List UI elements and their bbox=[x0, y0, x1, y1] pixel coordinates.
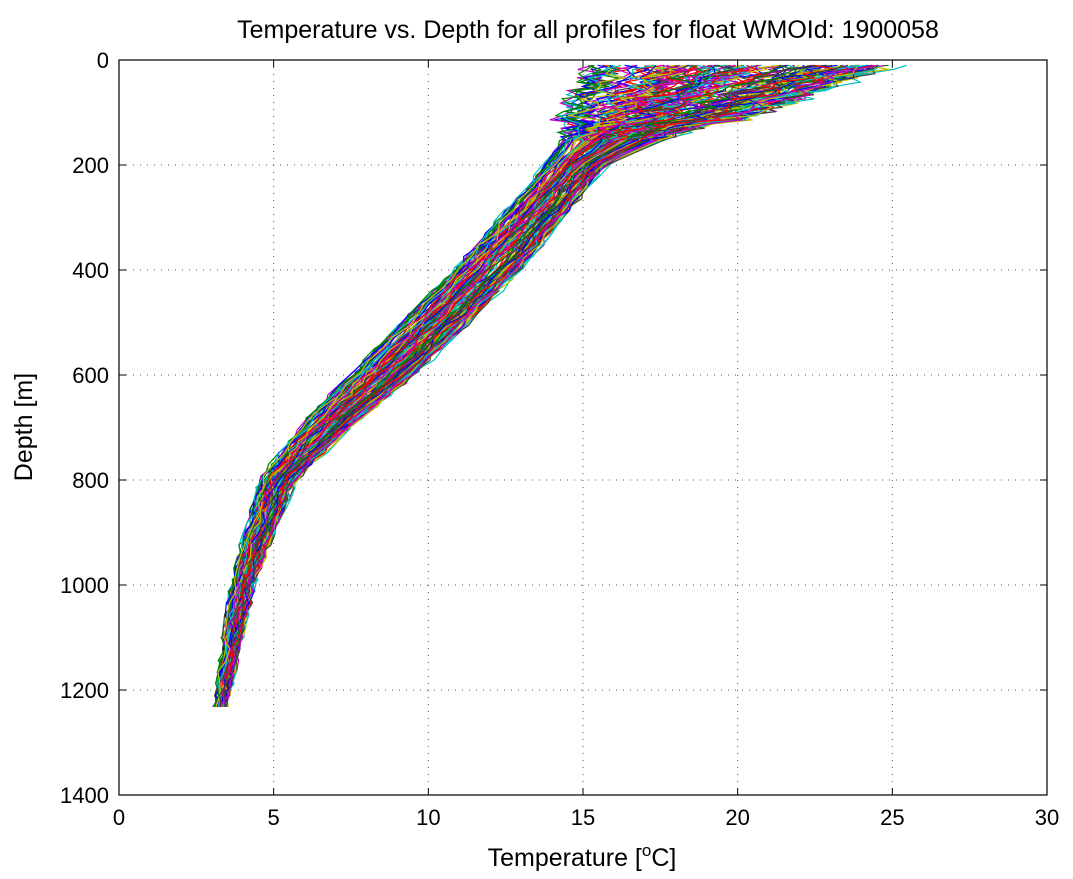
y-axis-ticks: 0 200 400 600 800 1000 1200 1400 bbox=[60, 48, 1047, 808]
chart-title: Temperature vs. Depth for all profiles f… bbox=[237, 16, 939, 44]
x-axis-label: Temperature [oC] bbox=[488, 841, 677, 872]
temperature-profile-line bbox=[215, 64, 627, 707]
temperature-profile-line bbox=[216, 65, 672, 708]
x-tick-label: 25 bbox=[880, 805, 904, 830]
y-tick-label: 1200 bbox=[60, 678, 109, 703]
y-tick-label: 200 bbox=[72, 153, 109, 178]
x-tick-label: 15 bbox=[571, 805, 595, 830]
temperature-profile-line bbox=[219, 64, 688, 707]
y-tick-label: 600 bbox=[72, 363, 109, 388]
x-tick-label: 5 bbox=[268, 805, 280, 830]
y-tick-label: 1400 bbox=[60, 783, 109, 808]
y-tick-label: 400 bbox=[72, 258, 109, 283]
x-tick-label: 0 bbox=[113, 805, 125, 830]
temperature-profile-line bbox=[224, 64, 735, 707]
temperature-profile-line bbox=[218, 64, 852, 708]
temperature-profile-line bbox=[220, 64, 760, 707]
temperature-profile-line bbox=[218, 64, 849, 707]
y-tick-label: 800 bbox=[72, 468, 109, 493]
temperature-profile-line bbox=[216, 64, 614, 708]
temperature-profile-line bbox=[215, 64, 788, 707]
temperature-profile-line bbox=[213, 64, 610, 708]
temperature-profile-line bbox=[221, 64, 838, 707]
y-tick-label: 0 bbox=[97, 48, 109, 73]
x-tick-label: 10 bbox=[416, 805, 440, 830]
x-tick-label: 20 bbox=[725, 805, 749, 830]
x-axis-label-superscript: o bbox=[642, 841, 651, 860]
temperature-profile-line bbox=[222, 64, 881, 707]
x-axis-ticks: 0 5 10 15 20 25 30 bbox=[113, 60, 1059, 830]
y-tick-label: 1000 bbox=[60, 573, 109, 598]
y-axis-label: Depth [m] bbox=[10, 373, 38, 481]
temperature-profile-line bbox=[223, 64, 796, 707]
x-tick-label: 30 bbox=[1035, 805, 1059, 830]
x-axis-label-text: Temperature [ bbox=[488, 844, 642, 872]
x-axis-label-unit: C] bbox=[651, 844, 676, 872]
temperature-profiles bbox=[212, 64, 907, 708]
